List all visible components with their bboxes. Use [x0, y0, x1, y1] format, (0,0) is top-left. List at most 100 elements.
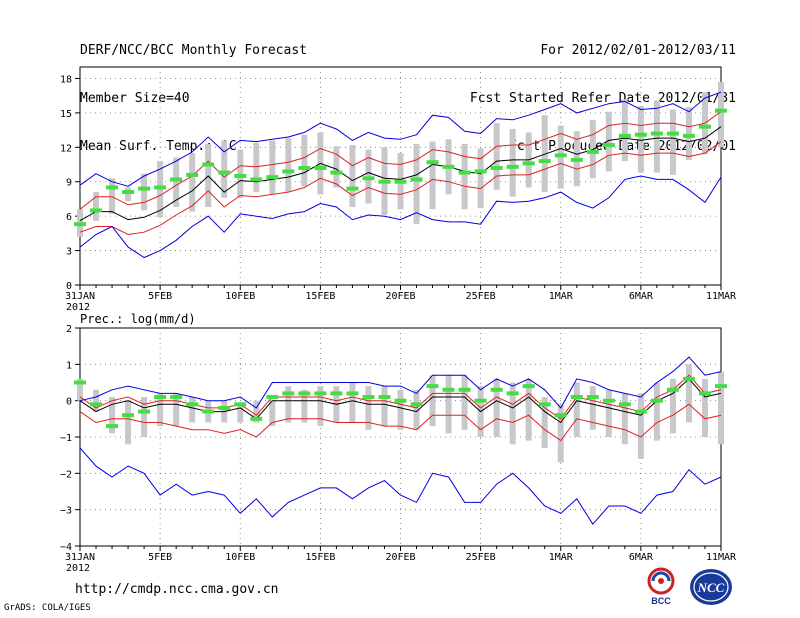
prec-observed-mark: [74, 380, 86, 385]
prec-observed-mark: [410, 402, 423, 407]
prec-observed-mark: [266, 395, 279, 400]
temp-observed-mark: [282, 169, 295, 174]
prec-observed-mark: [346, 391, 359, 396]
prec-xtick-label: 20FEB: [385, 552, 415, 563]
temp-observed-mark: [74, 222, 86, 227]
prec-spread-bar: [349, 382, 356, 423]
temp-spread-bar: [125, 187, 132, 202]
prec-max-line: [79, 356, 722, 409]
prec-observed-mark: [314, 391, 327, 396]
prec-spread-bar: [493, 378, 500, 437]
temp-observed-mark: [138, 186, 151, 191]
prec-xtick-label: 25FEB: [466, 552, 496, 563]
temp-observed-mark: [570, 157, 583, 162]
prec-observed-mark: [186, 402, 199, 407]
temp-observed-mark: [666, 131, 679, 136]
prec-observed-mark: [506, 391, 519, 396]
temp-xtick-label: 31JAN: [65, 291, 95, 302]
prec-spread-bar: [445, 375, 452, 434]
prec-spread-bar: [557, 404, 564, 463]
temp-spread-bar: [253, 142, 260, 193]
prec-ytick-label: −2: [60, 469, 72, 480]
temp-observed-mark: [330, 170, 343, 175]
prec-observed-mark: [715, 384, 727, 389]
prec-observed-mark: [682, 376, 695, 381]
temp-spread-bar: [605, 111, 612, 172]
prec-observed-mark: [538, 402, 551, 407]
temp-observed-mark: [234, 174, 247, 178]
temp-ytick-label: 0: [66, 281, 72, 292]
temp-observed-mark: [154, 185, 167, 190]
prec-observed-mark: [106, 424, 119, 429]
prec-observed-mark: [170, 395, 183, 400]
prec-spread-bar: [605, 389, 612, 437]
temp-observed-mark: [394, 179, 407, 184]
temp-observed-mark: [298, 165, 311, 170]
temp-observed-mark: [715, 108, 727, 113]
prec-observed-mark: [250, 416, 263, 421]
temp-max-line: [79, 91, 722, 187]
temp-spread-bar: [349, 145, 356, 207]
prec-observed-mark: [362, 395, 375, 400]
temp-xtick-label: 25FEB: [466, 291, 496, 302]
prec-spread-bar: [253, 400, 260, 423]
temp-xtick-label: 10FEB: [225, 291, 255, 302]
prec-xtick-year: 2012: [66, 563, 90, 574]
temp-observed-mark: [346, 186, 359, 191]
prec-observed-mark: [698, 391, 711, 396]
prec-spread-bar: [237, 404, 244, 423]
prec-ytick-label: 1: [66, 360, 72, 371]
temp-spread-bar: [141, 173, 148, 211]
temp-spread-bar: [509, 128, 516, 197]
temp-spread-bar: [541, 115, 548, 193]
temp-observed-mark: [218, 170, 231, 175]
prec-observed-mark: [602, 398, 615, 403]
prec-observed-mark: [138, 409, 151, 414]
prec-observed-mark: [634, 409, 647, 414]
prec-mean-line: [79, 378, 722, 424]
temp-spread-bar: [653, 100, 660, 173]
prec-observed-mark: [570, 395, 583, 400]
prec-spread-bar: [637, 393, 644, 459]
temp-ytick-label: 9: [66, 178, 72, 189]
temp-spread-bar: [189, 153, 196, 212]
prec-spread-bar: [413, 389, 420, 430]
prec-xtick-label: 15FEB: [305, 552, 335, 563]
temp-mean-line: [79, 126, 722, 222]
prec-xtick-label: 6MAR: [629, 552, 654, 563]
temp-xtick-year: 2012: [66, 302, 90, 313]
temp-observed-mark: [522, 161, 535, 166]
website-url[interactable]: http://cmdp.ncc.cma.gov.cn: [75, 582, 279, 597]
prec-spread-bar: [157, 393, 164, 427]
temp-spread-bar: [461, 143, 468, 210]
temp-observed-mark: [458, 170, 471, 175]
prec-spread-bar: [269, 400, 276, 427]
prec-spread-bar: [669, 378, 676, 434]
prec-lower-line: [79, 403, 722, 442]
prec-observed-mark: [218, 405, 231, 410]
prec-spread-bar: [189, 397, 196, 423]
prec-xtick-label: 31JAN: [65, 552, 95, 563]
prec-observed-mark: [202, 409, 215, 414]
temp-spread-bar: [669, 109, 676, 175]
prec-xtick-label: 1MAR: [549, 552, 574, 563]
temp-observed-mark: [474, 169, 487, 174]
temp-ytick-label: 18: [60, 74, 72, 85]
prec-observed-mark: [330, 391, 343, 396]
prec-observed-mark: [474, 398, 487, 403]
prec-spread-bar: [77, 378, 83, 401]
temp-ytick-label: 15: [60, 109, 72, 120]
prec-spread-bar: [173, 393, 180, 427]
prec-spread-bar: [397, 389, 404, 430]
prec-min-line: [79, 447, 722, 526]
temp-upper-line: [79, 111, 722, 210]
temp-observed-mark: [538, 159, 551, 164]
prec-spread-bar: [685, 364, 692, 423]
temp-xtick-label: 15FEB: [305, 291, 335, 302]
temp-observed-mark: [186, 172, 199, 177]
prec-ytick-label: −3: [60, 506, 72, 517]
prec-spread-bar: [589, 386, 596, 430]
temp-xtick-label: 11MAR: [706, 291, 737, 302]
prec-spread-bar: [701, 378, 708, 437]
temp-observed-mark: [650, 131, 663, 136]
